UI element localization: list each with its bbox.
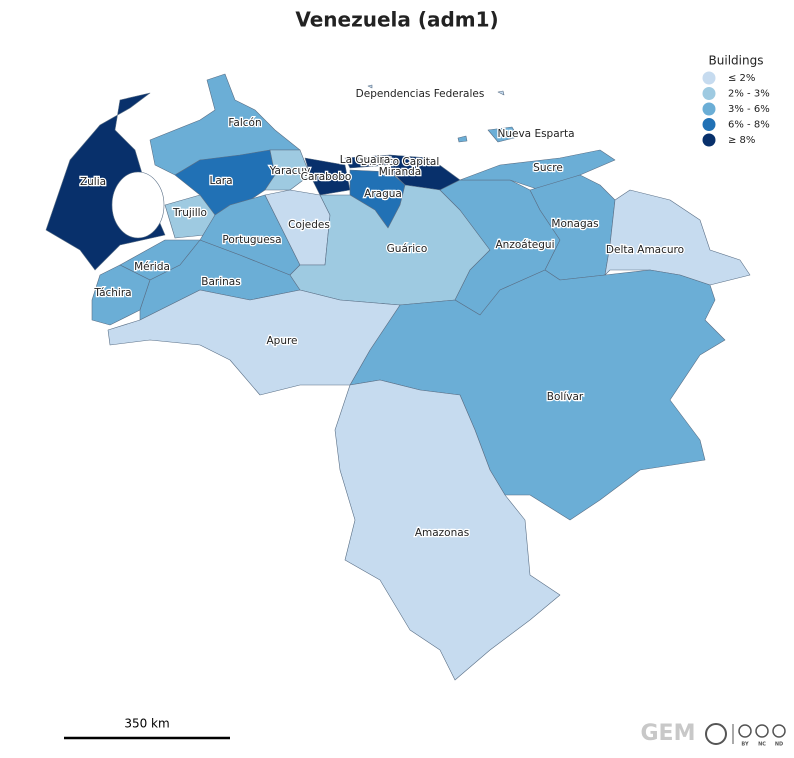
- region: [107, 289, 401, 396]
- region: [367, 84, 505, 99]
- region: [304, 157, 351, 196]
- gem-logo: GEM: [641, 721, 696, 746]
- legend-swatch: [702, 87, 716, 100]
- legend-swatch: [702, 118, 716, 131]
- license-label: BY: [741, 742, 749, 748]
- region-label: Yaracuy: [269, 165, 311, 177]
- region-label: Anzoátegui: [495, 239, 554, 251]
- legend-title: Buildings: [709, 54, 764, 68]
- region-label: Nueva Esparta: [497, 128, 574, 140]
- region-label: Barinas: [201, 276, 240, 288]
- license-label: NC: [758, 742, 766, 748]
- region: [459, 149, 616, 191]
- scale-bar-label: 350 km: [124, 717, 169, 731]
- regions: [45, 73, 751, 681]
- region-label: Dependencias Federales: [356, 88, 485, 100]
- region: [334, 379, 561, 681]
- region-label: Lara: [209, 175, 232, 187]
- region-label: Sucre: [533, 162, 563, 174]
- region-label: Distrito Capital: [361, 156, 440, 168]
- region: [604, 189, 751, 286]
- region-label: Táchira: [93, 287, 131, 299]
- region-label: Falcón: [228, 117, 261, 129]
- license-labels: BY NC ND: [741, 742, 783, 748]
- legend: ≤ 2% 2% - 3% 3% - 6% 6% - 8% ≥ 8%: [702, 71, 770, 147]
- legend-swatch: [702, 133, 716, 147]
- region-label: Guárico: [387, 243, 428, 255]
- nd-icon: [772, 724, 786, 738]
- region-label: Portuguesa: [222, 234, 281, 246]
- region-label: Mérida: [134, 261, 170, 273]
- legend-swatch: [702, 102, 716, 116]
- region-label: Amazonas: [415, 527, 469, 539]
- map-title: Venezuela (adm1): [295, 8, 498, 32]
- region-label: Monagas: [551, 218, 598, 230]
- legend-label: 6% - 8%: [728, 120, 770, 131]
- legend-label: 3% - 6%: [728, 104, 770, 115]
- legend-label: ≤ 2%: [728, 73, 755, 84]
- legend-label: ≥ 8%: [728, 135, 755, 146]
- license-label: ND: [775, 742, 783, 748]
- legend-swatch: [702, 71, 716, 85]
- region-label: Trujillo: [172, 207, 207, 219]
- region-label: Carabobo: [301, 171, 352, 183]
- region-label: Cojedes: [288, 219, 330, 231]
- region-label: Delta Amacuro: [606, 244, 684, 256]
- region-label: Bolívar: [547, 391, 584, 403]
- region-label: La Guaira: [340, 154, 391, 166]
- lake-maracaibo: [111, 171, 165, 239]
- region: [457, 126, 519, 143]
- by-icon: [738, 724, 752, 738]
- region-label: Miranda: [379, 166, 421, 178]
- cc-icon: [705, 723, 727, 745]
- region-label: Apure: [266, 335, 297, 347]
- legend-label: 2% - 3%: [728, 89, 770, 100]
- nc-icon: [755, 724, 769, 738]
- region-label: Aragua: [364, 188, 402, 200]
- region-label: Zulia: [80, 176, 106, 188]
